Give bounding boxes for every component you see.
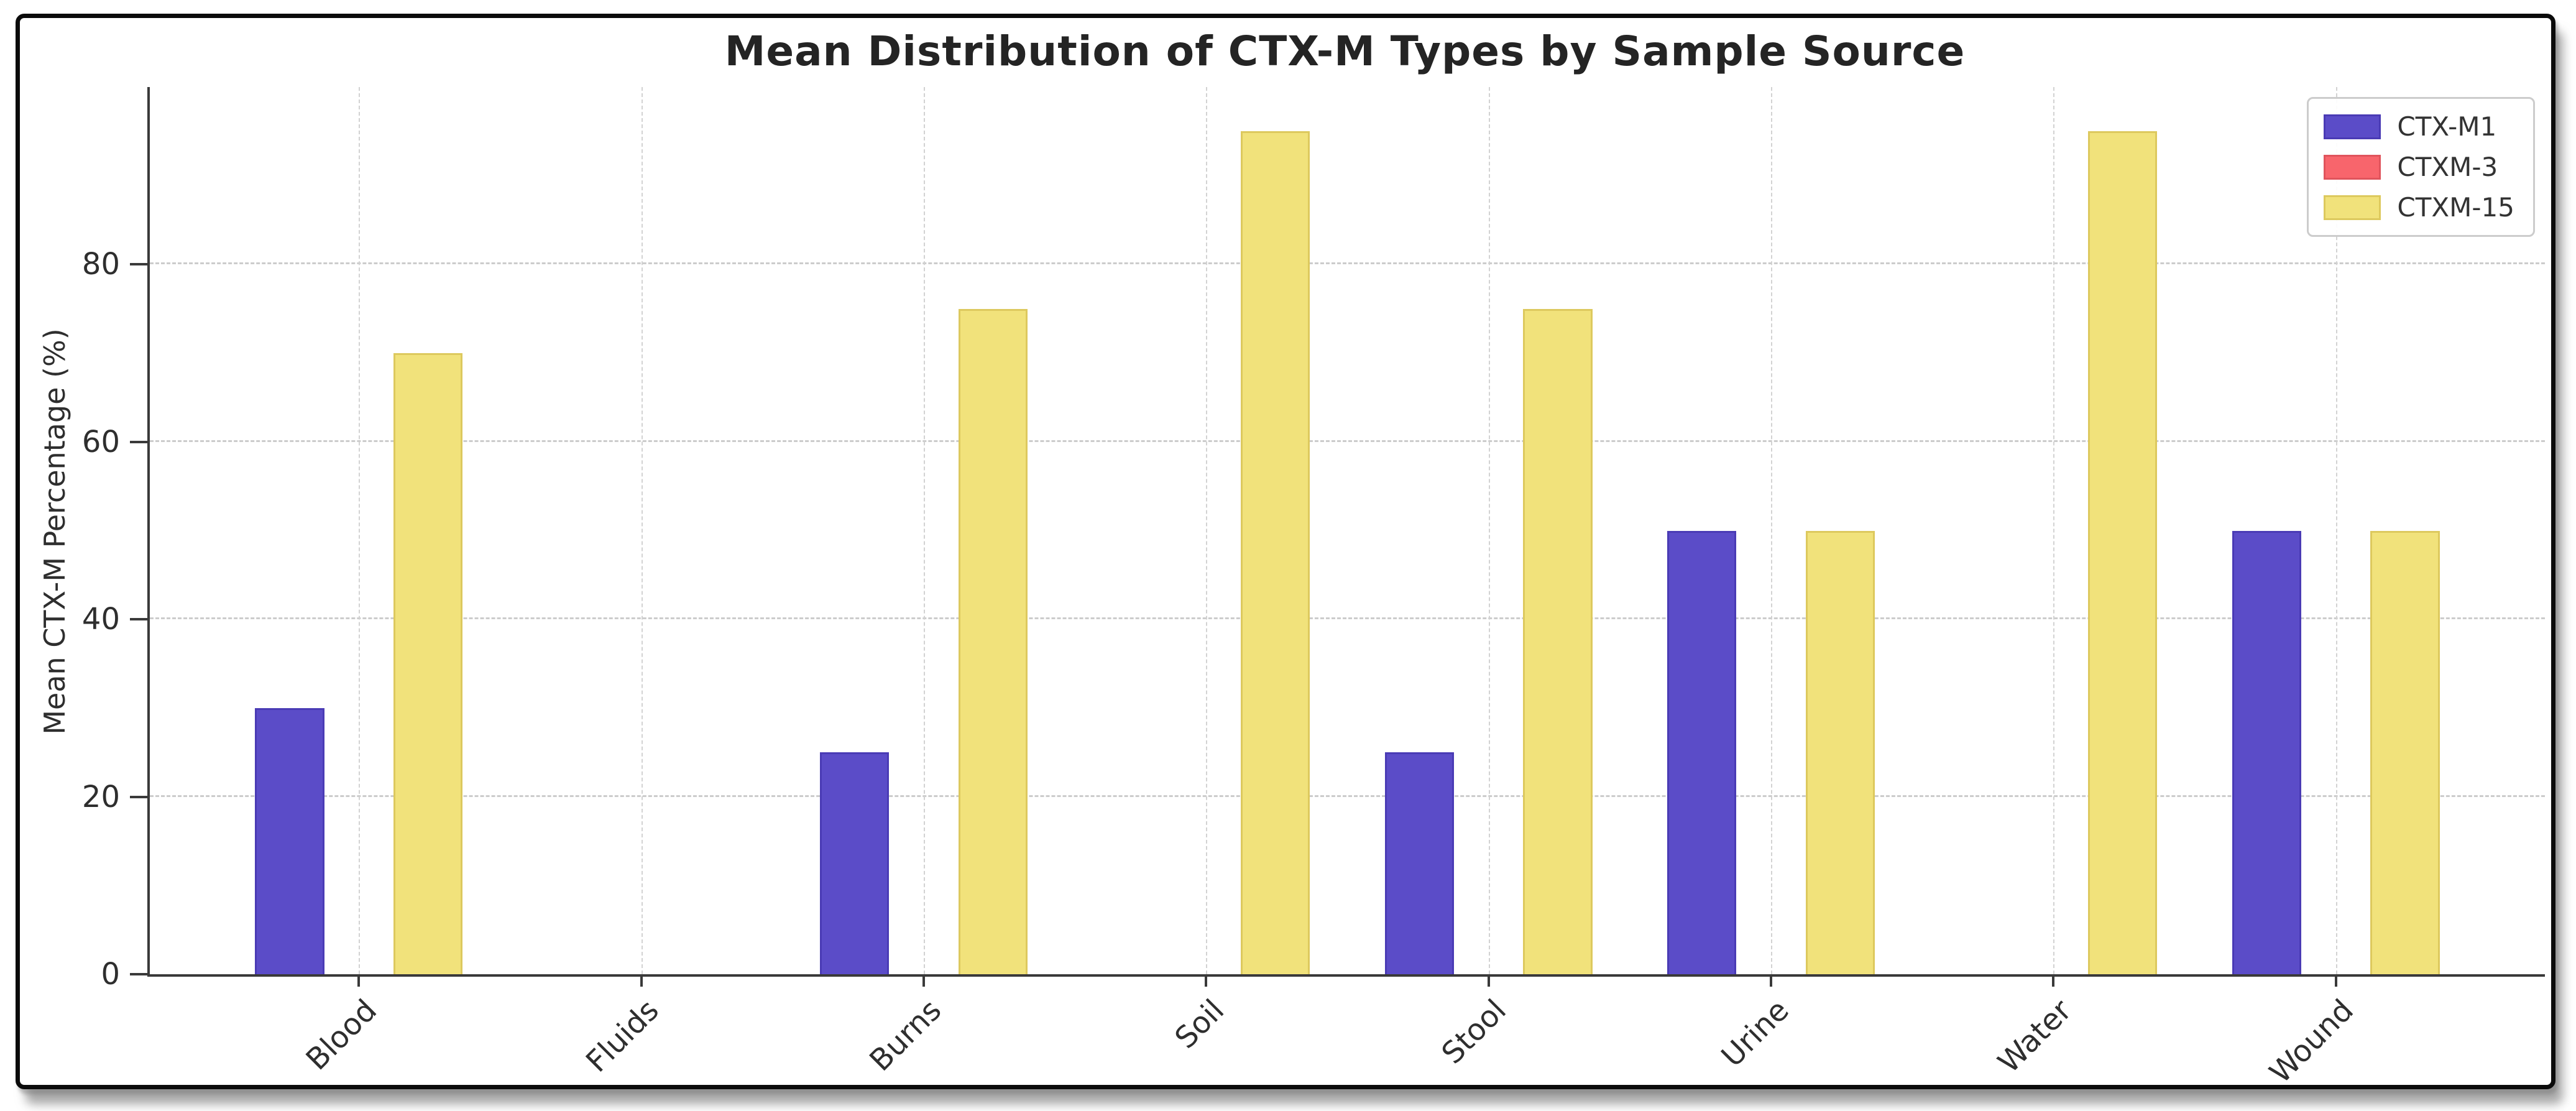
x-tick-mark bbox=[1770, 977, 1773, 987]
bar-CTXM-15-Urine bbox=[1805, 530, 1875, 974]
x-gridline bbox=[1206, 87, 1208, 974]
legend-swatch-ctx-m1 bbox=[2324, 114, 2381, 139]
x-gridline bbox=[2053, 87, 2055, 974]
y-tick-mark bbox=[130, 973, 147, 975]
chart-title: Mean Distribution of CTX-M Types by Samp… bbox=[724, 27, 1966, 75]
x-tick-mark bbox=[2334, 977, 2337, 987]
y-gridline bbox=[150, 617, 2545, 620]
x-gridline bbox=[1771, 87, 1773, 974]
legend-label: CTXM-15 bbox=[2397, 192, 2514, 223]
legend-item: CTX-M1 bbox=[2324, 111, 2514, 142]
x-gridline bbox=[923, 87, 925, 974]
bar-CTXM-15-Blood bbox=[393, 353, 463, 974]
legend-label: CTXM-3 bbox=[2397, 152, 2498, 182]
x-tick-mark bbox=[922, 977, 925, 987]
y-tick-label: 20 bbox=[81, 779, 120, 814]
x-gridline bbox=[1488, 87, 1490, 974]
y-tick-label: 80 bbox=[81, 247, 120, 282]
legend-swatch-ctxm-15 bbox=[2324, 195, 2381, 220]
legend: CTX-M1 CTXM-3 CTXM-15 bbox=[2307, 97, 2535, 237]
y-tick-label: 40 bbox=[81, 602, 120, 637]
x-tick-mark bbox=[357, 977, 361, 987]
x-gridline bbox=[641, 87, 643, 974]
bar-CTXM-15-Soil bbox=[1240, 131, 1310, 974]
x-gridline bbox=[2335, 87, 2337, 974]
bar-CTX-M1-Blood bbox=[255, 708, 324, 974]
legend-label: CTX-M1 bbox=[2397, 111, 2497, 142]
y-gridline bbox=[150, 440, 2545, 442]
y-tick-mark bbox=[130, 263, 147, 266]
x-tick-mark bbox=[1205, 977, 1208, 987]
legend-swatch-ctxm-3 bbox=[2324, 154, 2381, 180]
bar-CTXM-15-Stool bbox=[1523, 308, 1593, 974]
legend-item: CTXM-3 bbox=[2324, 152, 2514, 182]
y-tick-mark bbox=[130, 440, 147, 443]
legend-item: CTXM-15 bbox=[2324, 192, 2514, 223]
x-tick-mark bbox=[1487, 977, 1490, 987]
y-axis-label: Mean CTX-M Percentage (%) bbox=[38, 328, 71, 735]
y-tick-mark bbox=[130, 795, 147, 798]
y-tick-label: 0 bbox=[101, 957, 120, 992]
bar-CTXM-15-Water bbox=[2088, 131, 2158, 974]
x-gridline bbox=[359, 87, 361, 974]
x-tick-mark bbox=[640, 977, 643, 987]
bar-CTX-M1-Urine bbox=[1667, 530, 1737, 974]
y-gridline bbox=[150, 795, 2545, 797]
bar-CTX-M1-Wound bbox=[2232, 530, 2302, 974]
bar-CTXM-15-Burns bbox=[958, 308, 1028, 974]
plot-area: CTX-M1 CTXM-3 CTXM-15 0 20 40 60 80 Blood Flui… bbox=[82, 87, 2545, 1090]
y-tick-mark bbox=[130, 618, 147, 621]
bar-CTX-M1-Burns bbox=[819, 752, 890, 974]
x-tick-mark bbox=[2052, 977, 2055, 987]
y-tick-label: 60 bbox=[81, 424, 120, 459]
bar-CTX-M1-Stool bbox=[1384, 752, 1455, 974]
y-gridline bbox=[150, 262, 2545, 265]
bar-CTXM-15-Wound bbox=[2370, 530, 2440, 974]
